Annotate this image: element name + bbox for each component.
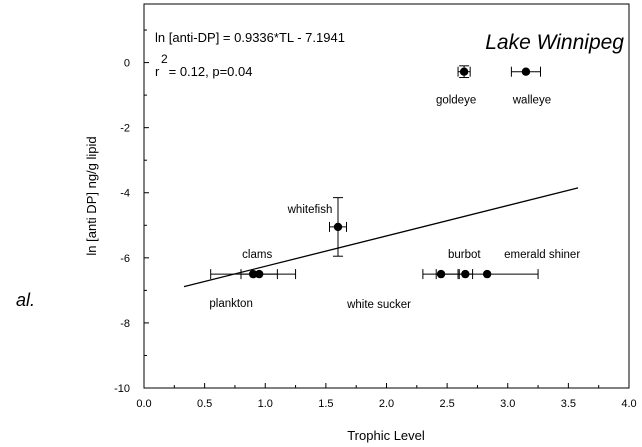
data-point-marker (333, 222, 343, 232)
x-tick-label: 3.0 (500, 398, 515, 410)
data-point-whitefish (329, 197, 347, 257)
y-axis: 0 -2 -4 -6 -8 -10 (114, 29, 149, 395)
point-label-goldeye: goldeye (436, 95, 476, 107)
data-point-goldeye (457, 65, 471, 79)
point-label-emerald-shiner: emerald shiner (504, 249, 580, 261)
plot-frame (143, 3, 630, 389)
data-point-marker (254, 269, 264, 279)
side-text: al. (16, 290, 35, 310)
point-label-white-sucker: white sucker (346, 299, 411, 311)
x-tick-label: 0.0 (136, 398, 151, 410)
data-point-clams (240, 269, 278, 280)
data-point-marker (482, 269, 492, 279)
y-axis-title: ln [anti DP] ng/g lipid (84, 136, 99, 255)
chart-title: Lake Winnipeg (485, 31, 624, 54)
y-tick-label: -2 (120, 123, 130, 135)
y-tick-label: 0 (124, 58, 130, 70)
y-tick-label: -8 (120, 318, 130, 330)
y-tick-label: -6 (120, 253, 130, 265)
data-point-emerald-shiner (435, 269, 539, 280)
x-tick-label: 1.0 (258, 398, 273, 410)
regression-r-label: r (155, 64, 160, 79)
x-tick-label: 0.5 (197, 398, 212, 410)
x-tick-label: 4.0 (621, 398, 636, 410)
data-point-marker (459, 67, 469, 76)
point-label-burbot: burbot (448, 249, 481, 261)
x-axis: 0.0 0.5 1.0 1.5 2.0 2.5 3.0 3.5 4.0 (136, 383, 637, 410)
point-label-whitefish: whitefish (287, 204, 333, 216)
point-label-plankton: plankton (209, 298, 252, 310)
data-points (210, 65, 541, 280)
data-point-walleye (510, 66, 541, 77)
data-point-marker (521, 67, 531, 76)
y-tick-label: -10 (114, 383, 130, 395)
x-tick-label: 2.5 (439, 398, 454, 410)
regression-stats: = 0.12, p=0.04 (165, 64, 252, 79)
regression-line (183, 187, 579, 288)
point-label-clams: clams (242, 249, 272, 261)
x-tick-label: 1.5 (318, 398, 333, 410)
x-tick-label: 2.0 (379, 398, 394, 410)
x-axis-title: Trophic Level (347, 428, 425, 443)
y-tick-label: -4 (120, 188, 130, 200)
regression-equation: ln [anti-DP] = 0.9336*TL - 7.1941 (155, 30, 345, 45)
regression-r-superscript: 2 (161, 52, 168, 66)
point-label-walleye: walleye (512, 95, 551, 107)
x-tick-label: 3.5 (561, 398, 576, 410)
point-labels: plankton clams whitefish white sucker burbot… (209, 95, 580, 311)
